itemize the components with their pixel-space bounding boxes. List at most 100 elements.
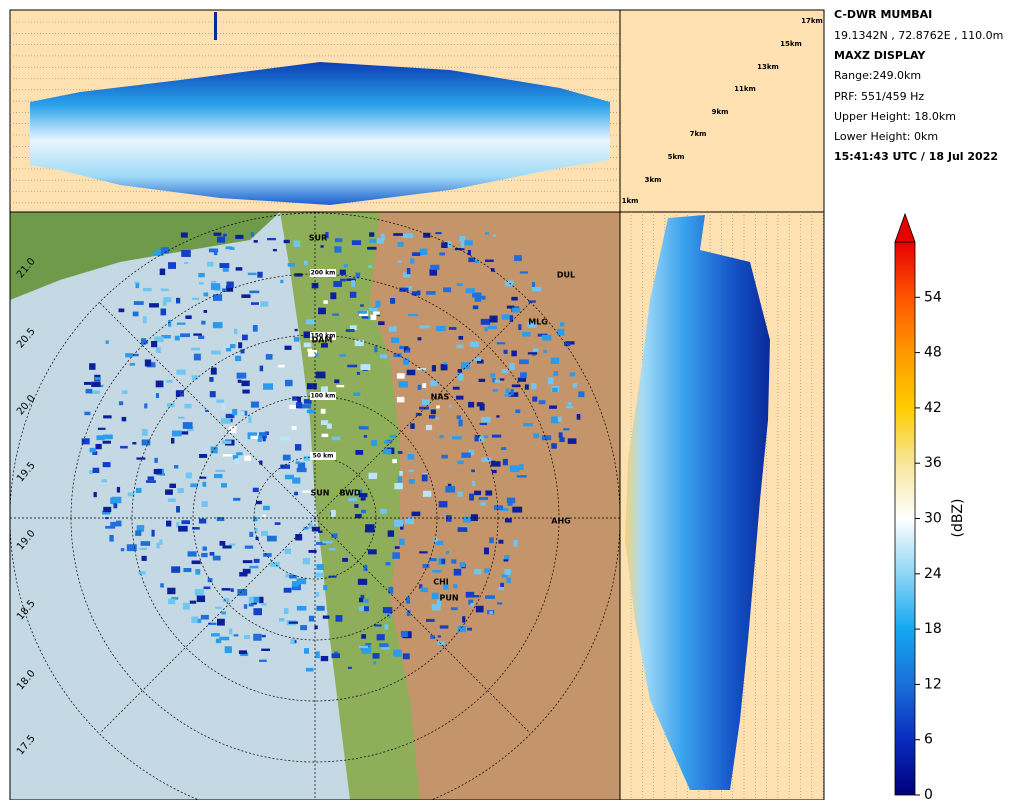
echo-cell (465, 288, 475, 294)
echo-cell (533, 433, 540, 439)
echo-cell (166, 379, 173, 383)
echo-cell (360, 594, 365, 599)
echo-cell (538, 400, 546, 405)
echo-cell (294, 491, 298, 496)
echo-cell (221, 611, 226, 615)
echo-cell (235, 267, 243, 271)
echo-cell (501, 369, 509, 374)
echo-cell (192, 527, 200, 530)
echo-cell (431, 592, 439, 600)
echo-cell (532, 396, 538, 402)
echo-cell (170, 437, 175, 444)
echo-cell (96, 435, 105, 441)
echo-cell (152, 250, 162, 256)
echo-cell (541, 334, 552, 341)
echo-cell (559, 322, 565, 327)
echo-cell (323, 300, 328, 304)
echo-cell (270, 561, 280, 568)
echo-cell (295, 461, 301, 464)
echo-cell (229, 247, 235, 250)
echo-cell (93, 492, 97, 498)
colorbar-tick-label: 0 (924, 787, 933, 800)
echo-cell (519, 464, 524, 470)
echo-cell (467, 627, 472, 631)
echo-cell (462, 616, 466, 623)
echo-cell (340, 278, 346, 282)
echo-cell (255, 536, 259, 541)
echo-cell (499, 378, 505, 381)
city-label: BWD (339, 489, 360, 498)
echo-cell (456, 395, 464, 400)
echo-cell (361, 634, 367, 639)
echo-cell (388, 586, 394, 594)
echo-cell (419, 248, 428, 255)
echo-cell (411, 252, 421, 257)
echo-cell (330, 510, 336, 517)
height-label: 15km (780, 40, 802, 48)
echo-cell (422, 563, 430, 569)
echo-cell (198, 272, 205, 278)
echo-cell (478, 497, 489, 500)
echo-cell (140, 338, 147, 345)
city-label: NAS (431, 393, 450, 402)
echo-cell (130, 353, 139, 357)
echo-cell (238, 650, 247, 655)
echo-cell (438, 501, 448, 508)
echo-cell (120, 548, 125, 552)
echo-cell (406, 369, 416, 376)
echo-cell (484, 327, 488, 332)
echo-cell (397, 260, 402, 263)
echo-cell (253, 633, 262, 641)
echo-cell (431, 365, 436, 372)
echo-cell (360, 304, 364, 307)
echo-cell (498, 587, 505, 590)
echo-cell (229, 344, 236, 349)
echo-cell (197, 618, 202, 623)
echo-cell (250, 302, 259, 305)
ring-label: 100 km (311, 393, 336, 400)
echo-cell (141, 429, 148, 436)
echo-cell (233, 497, 241, 501)
echo-cell (389, 434, 396, 438)
echo-cell (423, 232, 431, 238)
echo-cell (161, 335, 171, 339)
echo-cell (303, 260, 308, 266)
echo-cell (443, 584, 449, 590)
colorbar-tick-label: 36 (924, 455, 942, 471)
echo-cell (213, 294, 223, 301)
echo-cell (478, 436, 484, 442)
echo-cell (135, 530, 142, 536)
echo-cell (252, 324, 258, 332)
echo-cell (155, 393, 160, 399)
echo-cell (284, 379, 293, 387)
echo-cell (156, 542, 160, 549)
echo-cell (402, 653, 410, 660)
echo-cell (180, 333, 191, 338)
echo-cell (185, 315, 192, 319)
echo-cell (492, 234, 497, 237)
echo-cell (378, 321, 385, 326)
echo-cell (165, 489, 173, 495)
echo-cell (512, 307, 521, 313)
echo-cell (288, 621, 298, 624)
echo-cell (259, 659, 267, 662)
echo-cell (121, 416, 127, 422)
echo-cell (181, 520, 191, 525)
echo-cell (379, 643, 389, 647)
echo-cell (349, 325, 357, 331)
echo-cell (202, 481, 207, 487)
echo-cell (496, 342, 506, 345)
echo-cell (381, 233, 385, 241)
echo-cell (474, 490, 481, 496)
echo-cell (280, 436, 290, 441)
echo-cell (396, 396, 405, 403)
echo-cell (263, 505, 270, 511)
echo-cell (225, 285, 234, 292)
echo-cell (430, 409, 436, 415)
echo-cell (315, 353, 319, 357)
echo-cell (141, 439, 151, 446)
echo-cell (411, 511, 421, 517)
echo-cell (232, 408, 238, 416)
radar-echoes (81, 232, 585, 672)
echo-cell (283, 239, 290, 244)
